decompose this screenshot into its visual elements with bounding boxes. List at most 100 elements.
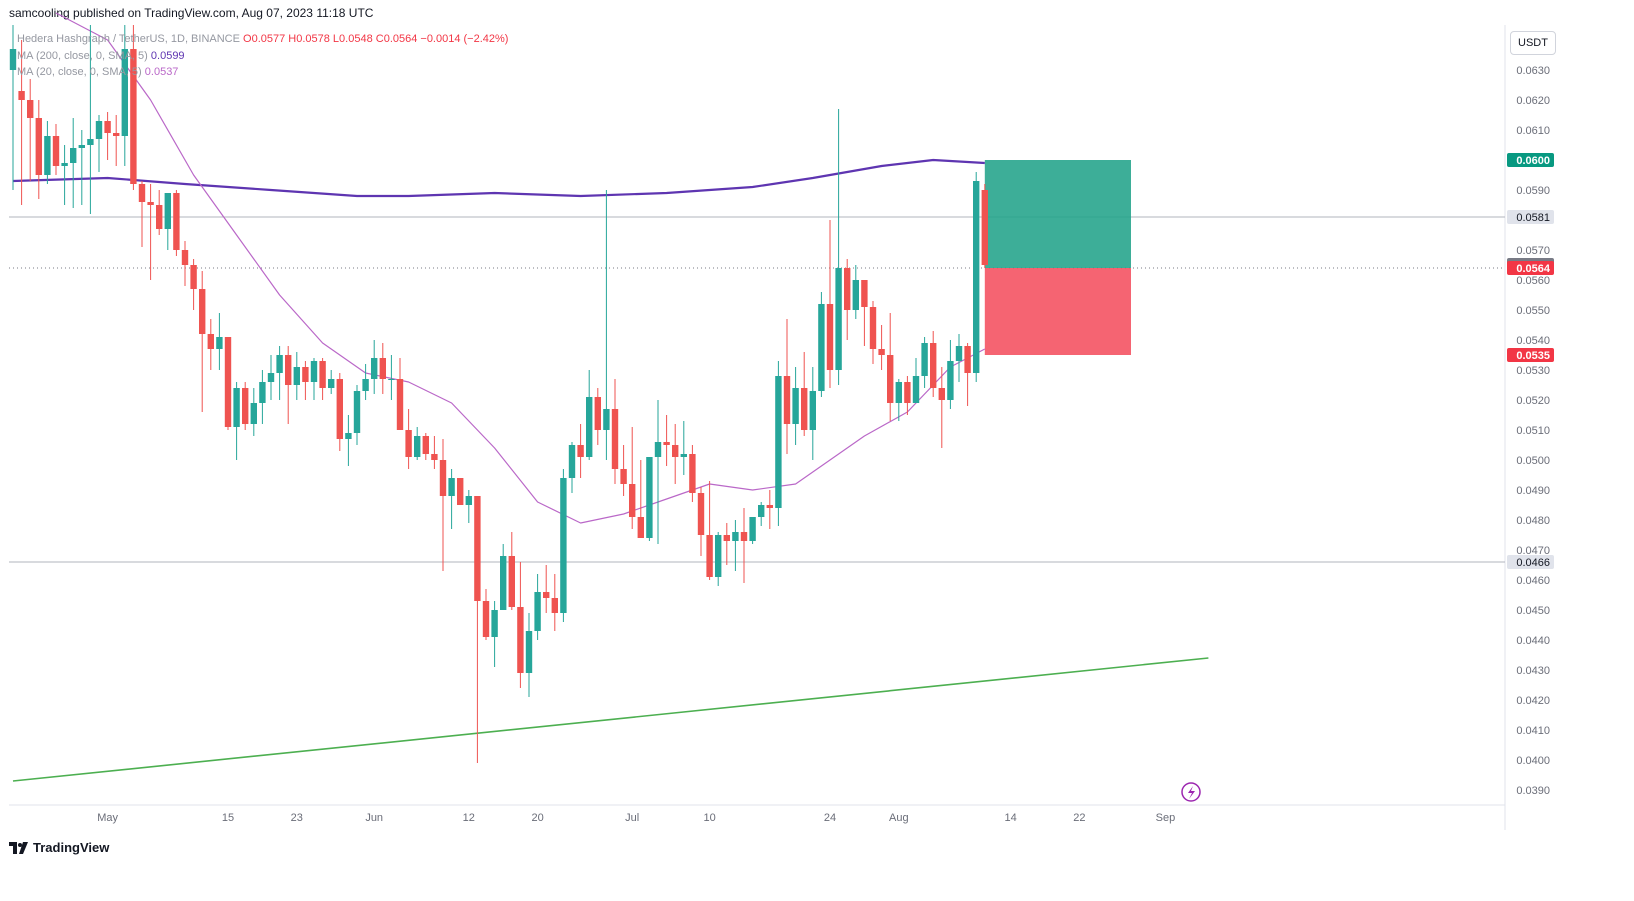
candle bbox=[138, 181, 146, 247]
candle bbox=[147, 184, 154, 280]
candle-body bbox=[190, 265, 197, 289]
candle bbox=[921, 337, 928, 388]
candle-body bbox=[818, 304, 825, 391]
time-tick-label: 10 bbox=[703, 812, 715, 824]
horizontal-lines bbox=[9, 216, 1505, 563]
candle bbox=[930, 331, 937, 397]
price-tick-label: 0.0630 bbox=[1516, 65, 1550, 77]
candle bbox=[844, 259, 851, 340]
time-tick-label: Jul bbox=[625, 812, 639, 824]
candle-body bbox=[869, 307, 877, 349]
tradingview-logo[interactable]: TradingView bbox=[9, 840, 109, 855]
candle-body bbox=[448, 478, 455, 496]
candle bbox=[620, 445, 627, 496]
candle bbox=[835, 109, 842, 385]
brand-name: TradingView bbox=[33, 840, 110, 855]
candle bbox=[577, 424, 584, 478]
candle bbox=[250, 388, 257, 436]
candle bbox=[70, 118, 77, 208]
candle-body bbox=[138, 184, 146, 202]
candle-body bbox=[697, 493, 705, 535]
ohlc-values: O0.0577 H0.0578 L0.0548 C0.0564 −0.0014 … bbox=[243, 33, 509, 45]
candle bbox=[224, 337, 232, 430]
candle-body bbox=[955, 346, 963, 361]
candle bbox=[637, 460, 644, 538]
price-label: 0.0466 bbox=[1507, 555, 1554, 569]
ma20-series bbox=[55, 12, 986, 524]
price-tick-label: 0.0430 bbox=[1516, 665, 1550, 677]
candle-body bbox=[310, 361, 318, 382]
time-tick-label: May bbox=[97, 812, 118, 824]
candle bbox=[878, 325, 885, 370]
candle-body bbox=[388, 379, 395, 380]
price-tick-label: 0.0550 bbox=[1516, 305, 1550, 317]
candle-body bbox=[835, 268, 842, 370]
price-axis: 0.0390 0.0400 0.0410 0.0420 0.0430 0.0440 0.04… bbox=[1516, 65, 1550, 797]
candle bbox=[95, 115, 103, 172]
candle bbox=[560, 469, 567, 622]
candle bbox=[912, 358, 920, 403]
candle bbox=[465, 490, 472, 523]
candle-body bbox=[147, 202, 154, 205]
candle-body bbox=[465, 496, 472, 505]
candle bbox=[353, 385, 361, 445]
candle bbox=[35, 100, 42, 199]
candle bbox=[491, 601, 498, 667]
price-label-bg bbox=[1507, 261, 1554, 275]
time-tick-label: Jun bbox=[365, 812, 383, 824]
candle bbox=[732, 520, 739, 571]
candle-body bbox=[224, 337, 232, 427]
candle-body bbox=[646, 457, 653, 538]
candle bbox=[801, 352, 808, 436]
candle-body bbox=[121, 49, 128, 136]
price-label-text: 0.0564 bbox=[1516, 263, 1551, 275]
candle bbox=[568, 442, 576, 493]
candle-body bbox=[9, 49, 17, 70]
candle-body bbox=[525, 631, 533, 673]
currency-button[interactable]: USDT bbox=[1510, 31, 1556, 55]
tradingview-icon bbox=[9, 841, 28, 854]
candle bbox=[517, 562, 524, 688]
candle bbox=[818, 292, 825, 397]
long-position-tool bbox=[984, 160, 1131, 355]
trendline bbox=[12, 657, 1209, 782]
candle bbox=[164, 193, 171, 250]
candle-body bbox=[981, 190, 988, 265]
candle-body bbox=[654, 442, 662, 457]
price-tick-label: 0.0500 bbox=[1516, 455, 1550, 467]
candle-body bbox=[422, 436, 429, 454]
candle-body bbox=[319, 361, 326, 388]
candle bbox=[121, 25, 128, 166]
candle-body bbox=[930, 343, 937, 388]
ma20-line bbox=[55, 12, 986, 524]
candle-body bbox=[482, 601, 490, 637]
candle bbox=[740, 508, 748, 583]
candle-body bbox=[723, 535, 730, 541]
legend-symbol: Hedera Hashgraph / TetherUS, 1D, BINANCE… bbox=[17, 33, 508, 45]
time-axis: May 15 23 Jun 12 20 Jul 10 24 Aug 14 22 Sep bbox=[97, 812, 1175, 824]
candle bbox=[104, 112, 111, 160]
price-tick-label: 0.0620 bbox=[1516, 95, 1550, 107]
candle bbox=[285, 346, 292, 424]
candle-body bbox=[130, 49, 137, 184]
candle bbox=[973, 172, 980, 382]
candle bbox=[887, 313, 894, 421]
candle bbox=[672, 424, 679, 484]
candle bbox=[706, 481, 713, 580]
time-tick-label: 12 bbox=[463, 812, 475, 824]
time-tick-label: 22 bbox=[1073, 812, 1085, 824]
candle bbox=[267, 355, 275, 400]
candle bbox=[680, 421, 687, 475]
candle-body bbox=[517, 607, 524, 673]
candle-body bbox=[611, 409, 619, 469]
candle bbox=[646, 457, 653, 541]
candle bbox=[766, 490, 773, 529]
candle-body bbox=[543, 592, 550, 598]
candle-body bbox=[396, 379, 404, 430]
candle-body bbox=[620, 469, 627, 484]
candle bbox=[723, 523, 730, 565]
candle bbox=[379, 343, 386, 394]
price-tick-label: 0.0520 bbox=[1516, 395, 1550, 407]
